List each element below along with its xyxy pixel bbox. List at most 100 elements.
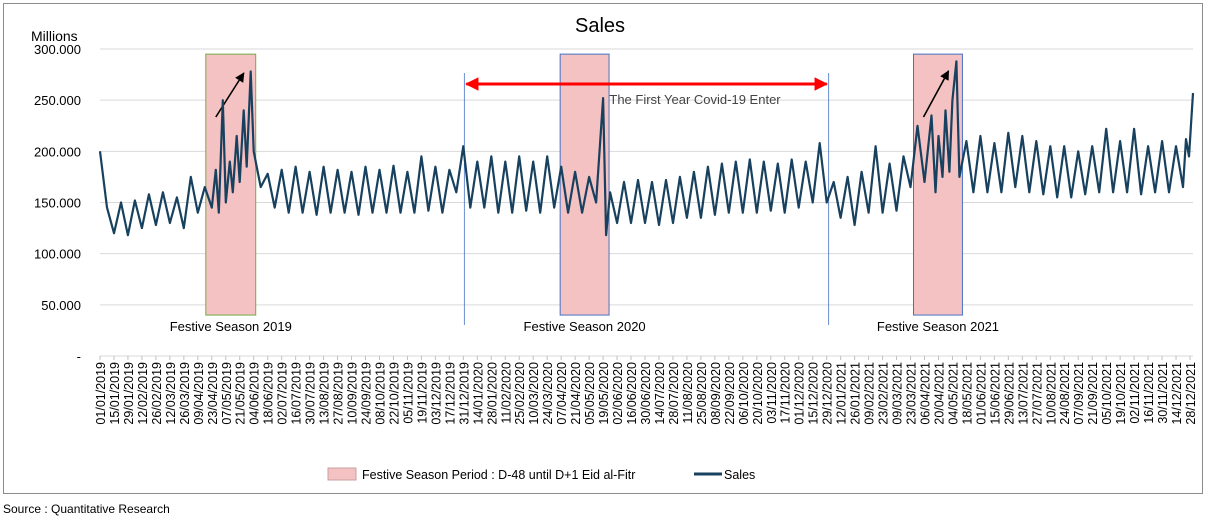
x-tick-label: 21/04/2020	[569, 362, 583, 425]
gridlines	[100, 48, 1193, 306]
x-tick-label: 16/11/2021	[1142, 362, 1156, 424]
x-tick-label: 28/01/2020	[485, 362, 499, 425]
x-tick-label: 20/04/2021	[932, 362, 946, 425]
x-tick-label: 15/01/2019	[108, 362, 122, 425]
x-tick-label: 26/03/2019	[178, 362, 192, 425]
legend-label-sales: Sales	[724, 468, 755, 482]
x-tick-label: 03/11/2020	[765, 362, 779, 424]
y-tick-label: 250.000	[34, 93, 81, 108]
y-tick-label: 300.000	[34, 42, 81, 57]
legend-label-festive: Festive Season Period : D-48 until D+1 E…	[362, 468, 635, 482]
x-tick-label: 31/12/2019	[457, 362, 471, 425]
x-tick-label: 01/01/2019	[94, 362, 108, 425]
x-tick-label: 10/08/2021	[1044, 362, 1058, 425]
x-tick-label: 20/10/2020	[751, 362, 765, 425]
covid-annotation: The First Year Covid-19 Enter	[215, 70, 950, 325]
festive-band	[913, 53, 963, 316]
x-tick-label: 11/02/2020	[499, 362, 513, 424]
festive-band-label: Festive Season 2019	[170, 319, 292, 334]
x-tick-label: 17/11/2020	[779, 362, 793, 424]
x-tick-label: 30/06/2020	[639, 362, 653, 425]
y-tick-label: 50.000	[41, 298, 81, 313]
x-tick-label: 05/10/2021	[1100, 362, 1114, 425]
x-tick-label: 01/12/2020	[793, 362, 807, 425]
x-tick-label: 13/08/2019	[318, 362, 332, 425]
x-tick-label: 16/07/2019	[290, 362, 304, 425]
x-tick-label: 30/07/2019	[304, 362, 318, 425]
x-tick-label: 22/10/2019	[387, 362, 401, 425]
x-tick-label: 19/10/2021	[1114, 362, 1128, 425]
x-tick-label: 13/07/2021	[1016, 362, 1030, 425]
x-tick-label: 02/07/2019	[276, 362, 290, 425]
y-axis: - 50.000 100.000 150.000 200.000 250.000 300.0…	[34, 42, 1193, 364]
x-tick-label: 29/06/2021	[1002, 362, 1016, 425]
sales-series	[98, 60, 1195, 237]
x-tick-label: 02/06/2020	[611, 362, 625, 425]
x-tick-label: 21/09/2021	[1086, 362, 1100, 425]
x-tick-label: 24/03/2020	[541, 362, 555, 425]
x-tick-label: 07/04/2020	[555, 362, 569, 425]
x-tick-label: 26/01/2021	[849, 362, 863, 425]
chart-title: Sales	[574, 15, 626, 37]
festive-bands: Festive Season 2019 Festive Season 2020 Fe…	[170, 53, 999, 334]
x-axis: 01/01/2019 15/01/2019 29/01/2019 12/02/2019…	[94, 356, 1198, 425]
x-tick-label: 07/09/2021	[1072, 362, 1086, 425]
x-tick-label: 24/08/2021	[1058, 362, 1072, 425]
x-tick-label: 09/03/2021	[891, 362, 905, 425]
y-unit-label: Millions	[31, 28, 78, 44]
x-tick-label: 07/05/2019	[220, 362, 234, 425]
x-tick-label: 18/06/2019	[262, 362, 276, 425]
x-tick-label: 26/02/2019	[150, 362, 164, 425]
legend: Festive Season Period : D-48 until D+1 E…	[327, 467, 755, 482]
x-tick-label: 02/11/2021	[1128, 362, 1142, 424]
x-tick-label: 11/08/2020	[681, 362, 695, 424]
x-tick-label: 28/07/2020	[667, 362, 681, 425]
x-tick-label: 29/01/2019	[122, 362, 136, 425]
x-tick-label: 22/09/2020	[723, 362, 737, 425]
x-tick-label: 28/12/2021	[1184, 362, 1198, 425]
y-tick-label: 150.000	[34, 196, 81, 211]
x-tick-label: 04/05/2021	[946, 362, 960, 425]
trend-arrow	[215, 72, 245, 118]
x-tick-label: 10/09/2019	[346, 362, 360, 425]
legend-swatch-festive	[327, 467, 357, 481]
x-tick-label: 21/05/2019	[234, 362, 248, 425]
x-tick-label: 27/07/2021	[1030, 362, 1044, 425]
x-tick-label: 04/06/2019	[248, 362, 262, 425]
x-tick-label: 27/08/2019	[332, 362, 346, 425]
x-tick-label: 16/06/2020	[625, 362, 639, 425]
x-tick-label: 12/02/2019	[136, 362, 150, 425]
x-tick-label: 30/11/2021	[1156, 362, 1170, 424]
x-tick-label: 09/02/2021	[863, 362, 877, 425]
x-tick-label: 23/04/2019	[206, 362, 220, 425]
x-tick-label: 09/04/2019	[192, 362, 206, 425]
x-tick-label: 15/06/2021	[988, 362, 1002, 425]
x-tick-label: 18/05/2021	[960, 362, 974, 425]
x-tick-label: 14/07/2020	[653, 362, 667, 425]
festive-band-label: Festive Season 2020	[524, 319, 646, 334]
x-tick-label: 10/03/2020	[527, 362, 541, 425]
x-tick-label: 01/06/2021	[974, 362, 988, 425]
x-tick-label: 29/12/2020	[821, 362, 835, 425]
x-tick-label: 08/09/2020	[709, 362, 723, 425]
sales-line	[98, 60, 1195, 237]
x-tick-label: 15/12/2020	[807, 362, 821, 425]
x-tick-label: 06/10/2020	[737, 362, 751, 425]
festive-band	[205, 53, 257, 316]
x-tick-label: 25/02/2020	[513, 362, 527, 425]
y-tick-label: -	[77, 349, 81, 364]
x-tick-label: 14/01/2020	[471, 362, 485, 425]
x-tick-label: 14/12/2021	[1170, 362, 1184, 425]
festive-band-label: Festive Season 2021	[877, 319, 999, 334]
x-tick-label: 03/12/2019	[429, 362, 443, 425]
festive-band	[559, 53, 610, 316]
x-tick-label: 25/08/2020	[695, 362, 709, 425]
x-tick-label: 05/11/2019	[401, 362, 415, 424]
x-tick-label: 06/04/2021	[918, 362, 932, 425]
x-tick-label: 23/03/2021	[905, 362, 919, 425]
x-tick-label: 19/05/2020	[597, 362, 611, 425]
y-tick-label: 200.000	[34, 144, 81, 159]
y-tick-label: 100.000	[34, 247, 81, 262]
trend-arrow	[922, 70, 950, 118]
